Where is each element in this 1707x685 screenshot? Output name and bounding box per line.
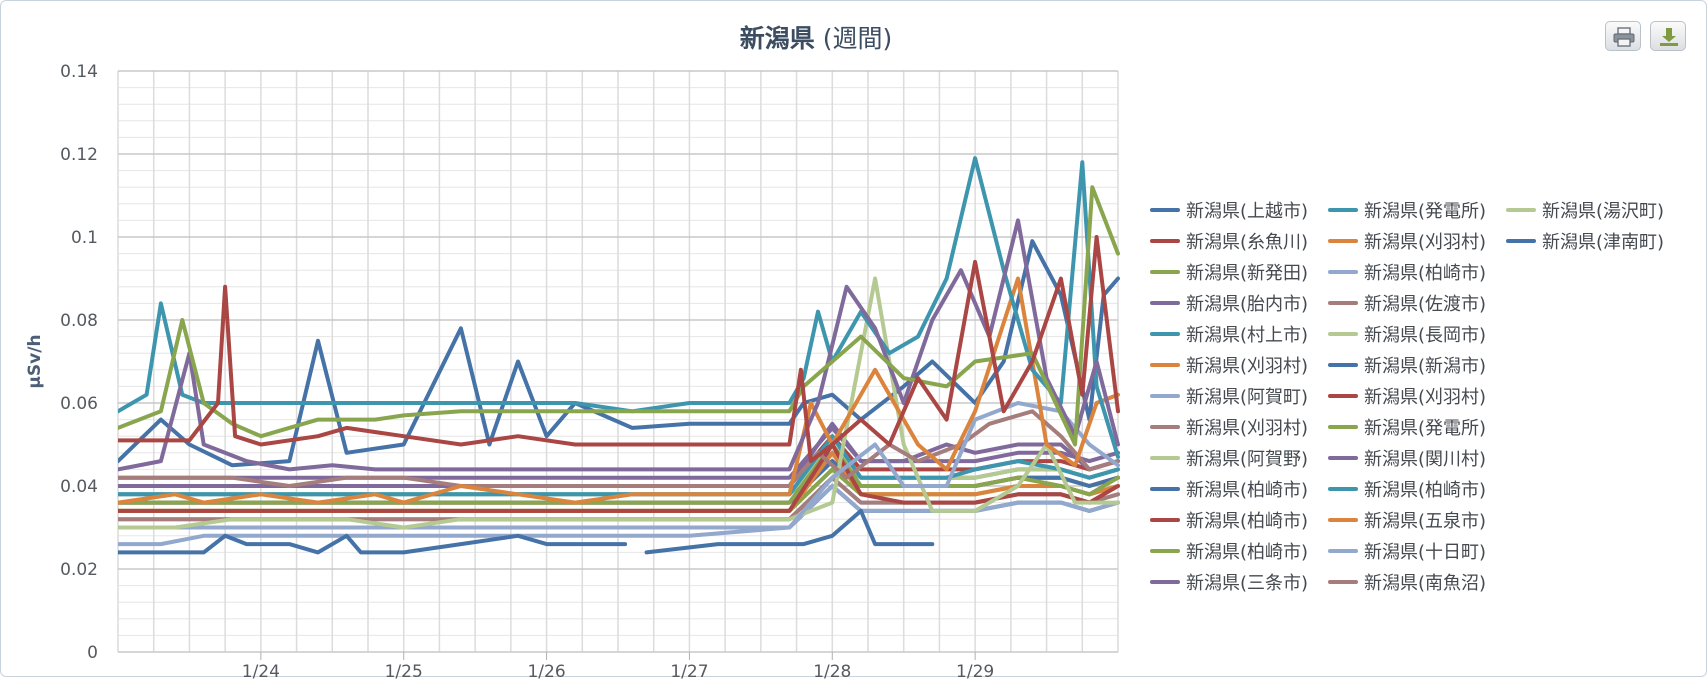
x-tick-label: 1/24 [242,662,280,682]
legend-item-label: 新潟県(柏崎市) [1364,263,1486,284]
legend-item-label: 新潟県(刈羽村) [1186,418,1308,439]
print-button[interactable] [1605,21,1641,51]
legend-item-label: 新潟県(刈羽村) [1186,356,1308,377]
printer-icon [1613,27,1635,47]
series-line [118,235,1120,464]
download-icon [1660,28,1678,46]
y-tick-label: 0.08 [60,311,98,331]
y-tick-label: 0.02 [60,560,98,580]
series-line [118,484,1120,530]
legend-item-label: 新潟県(湯沢町) [1542,201,1664,222]
chart-title-main: 新潟県 [739,24,815,53]
y-axis-title: μSv/h [25,334,45,388]
download-button[interactable] [1650,21,1686,51]
legend-item-label: 新潟県(十日町) [1364,542,1486,563]
legend-item-label: 新潟県(刈羽村) [1364,387,1486,408]
legend-item-label: 新潟県(胎内市) [1186,294,1308,315]
y-tick-label: 0.12 [60,145,98,165]
legend-item-label: 新潟県(糸魚川) [1186,232,1308,253]
legend-item-label: 新潟県(津南町) [1542,232,1664,253]
chart-title-sub: (週間) [814,24,893,53]
legend-item-label: 新潟県(柏崎市) [1186,542,1308,563]
series-line [118,508,935,555]
series-line [118,156,1120,459]
legend-item-label: 新潟県(五泉市) [1364,511,1486,532]
y-tick-label: 0.04 [60,477,98,497]
legend-item-label: 新潟県(阿賀野) [1186,449,1308,470]
legend-item-label: 新潟県(柏崎市) [1186,480,1308,501]
series-line [118,218,1120,472]
x-tick-label: 1/29 [956,662,994,682]
chart-title: 新潟県 (週間) [1,19,1631,55]
x-tick-label: 1/25 [385,662,423,682]
series-line [118,276,1120,505]
x-tick-label: 1/26 [527,662,565,682]
series-line [118,401,1120,547]
legend-item-label: 新潟県(三条市) [1186,573,1308,594]
series-line [118,409,1120,488]
legend-item-label: 新潟県(上越市) [1186,201,1308,222]
legend-item-label: 新潟県(柏崎市) [1186,511,1308,532]
legend-item-label: 新潟県(関川村) [1364,449,1486,470]
series-line [118,442,1120,513]
y-tick-label: 0.06 [60,394,98,414]
legend-item-label: 新潟県(新発田) [1186,263,1308,284]
legend-item-label: 新潟県(新潟市) [1364,356,1486,377]
legend-item-label: 新潟県(阿賀町) [1186,387,1308,408]
legend-item-label: 新潟県(佐渡市) [1364,294,1486,315]
legend-item-label: 新潟県(刈羽村) [1364,232,1486,253]
series-line [118,276,1120,530]
legend-item-label: 新潟県(南魚沼) [1364,573,1486,594]
legend-item-label: 新潟県(村上市) [1186,325,1308,346]
series-line [118,239,1120,468]
y-tick-label: 0.14 [60,62,98,82]
legend-item-label: 新潟県(発電所) [1364,201,1486,222]
series-line [118,425,1120,480]
x-tick-label: 1/27 [670,662,708,682]
legend-item-label: 新潟県(柏崎市) [1364,480,1486,501]
legend-item-label: 新潟県(長岡市) [1364,325,1486,346]
y-tick-label: 0 [87,643,98,663]
legend-item-label: 新潟県(発電所) [1364,418,1486,439]
x-tick-label: 1/28 [813,662,851,682]
y-tick-label: 0.1 [71,228,98,248]
